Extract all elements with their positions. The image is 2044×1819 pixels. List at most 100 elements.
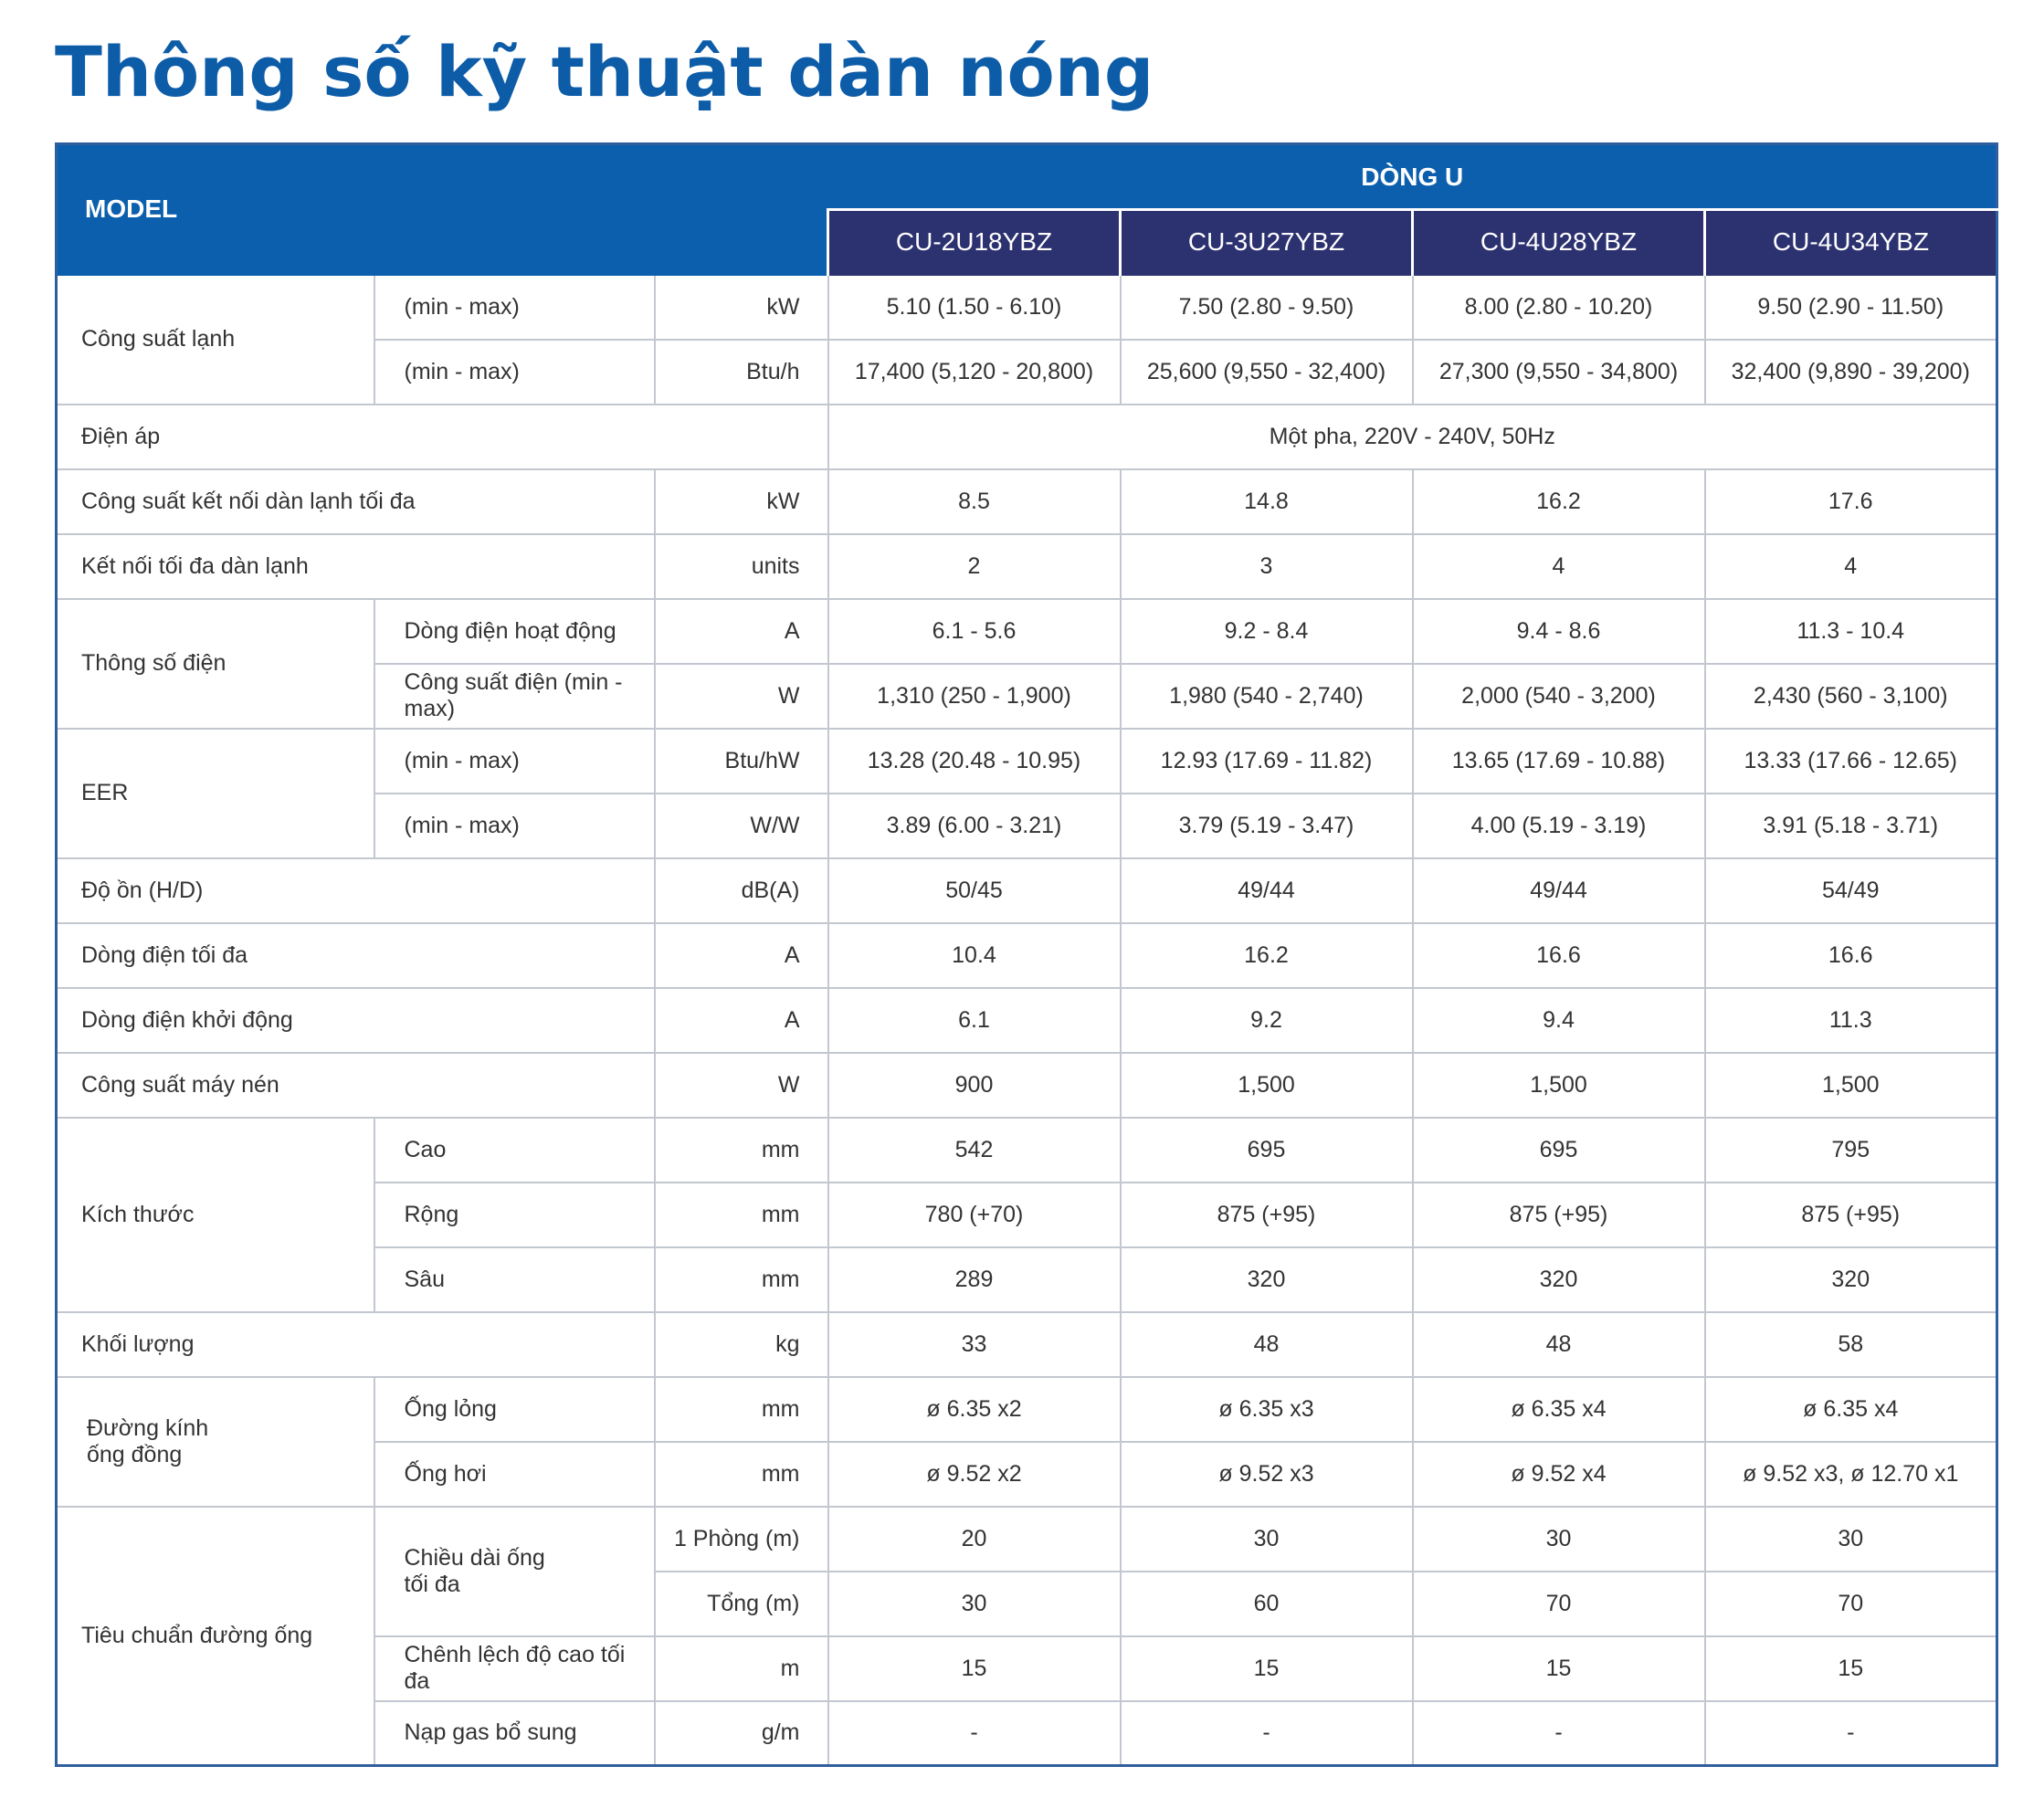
value-cell: 1,980 (540 - 2,740) [1119, 662, 1414, 730]
unit-label: kW [653, 273, 829, 341]
value-cell: 30 [827, 1570, 1122, 1637]
unit-label: 1 Phòng (m) [653, 1505, 829, 1572]
unit-label: mm [653, 1440, 829, 1508]
value-cell: 58 [1703, 1310, 1998, 1378]
table-row: Công suất điện (min - max) W 1,310 (250 … [57, 662, 1998, 730]
value-cell: 54/49 [1703, 857, 1998, 924]
value-cell: 4.00 (5.19 - 3.19) [1411, 792, 1706, 859]
unit-label: Tổng (m) [653, 1570, 829, 1637]
unit-label: mm [653, 1375, 829, 1443]
unit-label: W [653, 662, 829, 730]
value-cell: 48 [1411, 1310, 1706, 1378]
value-cell: 9.50 (2.90 - 11.50) [1703, 273, 1998, 341]
value-cell: ø 6.35 x4 [1411, 1375, 1706, 1443]
value-cell: 4 [1703, 532, 1998, 600]
value-cell: 16.6 [1411, 921, 1706, 989]
page-title: Thông số kỹ thuật dàn nóng [55, 31, 1154, 112]
spec-table: MODEL DÒNG U CU-2U18YBZ CU-3U27YBZ CU-4U… [55, 142, 1998, 1767]
value-cell: 10.4 [827, 921, 1122, 989]
value-cell: 16.2 [1411, 468, 1706, 535]
value-cell: 25,600 (9,550 - 32,400) [1119, 338, 1414, 405]
value-cell: 12.93 (17.69 - 11.82) [1119, 727, 1414, 794]
value-cell: - [827, 1699, 1122, 1767]
row-label: Độ ồn (H/D) [55, 857, 656, 924]
unit-label: Btu/hW [653, 727, 829, 794]
value-cell: ø 6.35 x3 [1119, 1375, 1414, 1443]
sub-label: Sâu [373, 1246, 656, 1313]
value-cell: 7.50 (2.80 - 9.50) [1119, 273, 1414, 341]
value-cell: 13.65 (17.69 - 10.88) [1411, 727, 1706, 794]
row-label: Đường kính ống đồng [55, 1375, 375, 1508]
row-label: Dòng điện khởi động [55, 986, 656, 1054]
value-cell: 9.2 [1119, 986, 1414, 1054]
table-row: Ống hơi mm ø 9.52 x2 ø 9.52 x3 ø 9.52 x4… [57, 1440, 1998, 1508]
value-cell: 6.1 [827, 986, 1122, 1054]
value-cell: 15 [1119, 1635, 1414, 1702]
model-name: CU-2U18YBZ [827, 208, 1122, 276]
value-cell: ø 9.52 x3 [1119, 1440, 1414, 1508]
sub-label: Chênh lệch độ cao tối đa [373, 1635, 656, 1702]
value-cell: 48 [1119, 1310, 1414, 1378]
table-row: Kết nối tối đa dàn lạnh units 2 3 4 4 [55, 532, 1998, 600]
sub-label: Ống hơi [373, 1440, 656, 1508]
table-row: Dòng điện tối đa A 10.4 16.2 16.6 16.6 [55, 921, 1998, 989]
value-cell: 49/44 [1119, 857, 1414, 924]
value-cell: 6.1 - 5.6 [827, 597, 1122, 665]
unit-label: units [653, 532, 829, 600]
value-cell: 2 [827, 532, 1122, 600]
value-cell: 9.2 - 8.4 [1119, 597, 1414, 665]
value-cell: ø 9.52 x3, ø 12.70 x1 [1703, 1440, 1998, 1508]
table-row: Đường kính ống đồng Ống lỏng mm ø 6.35 x… [55, 1375, 1998, 1508]
row-label: Thông số điện [55, 597, 375, 730]
row-label: Công suất máy nén [55, 1051, 656, 1119]
table-row: Sâu mm 289 320 320 320 [57, 1246, 1998, 1313]
value-cell: 900 [827, 1051, 1122, 1119]
value-cell: 30 [1411, 1505, 1706, 1572]
unit-label: m [653, 1635, 829, 1702]
sub-label: (min - max) [373, 338, 656, 405]
value-cell: 320 [1703, 1246, 1998, 1313]
value-cell: 542 [827, 1116, 1122, 1183]
value-cell: 1,500 [1703, 1051, 1998, 1119]
table-row: Tổng (m) 30 60 70 70 [57, 1570, 1998, 1637]
value-cell: Một pha, 220V - 240V, 50Hz [827, 403, 1998, 470]
table-row: Kích thước Cao mm 542 695 695 795 [55, 1116, 1998, 1313]
unit-label: Btu/h [653, 338, 829, 405]
value-cell: ø 6.35 x2 [827, 1375, 1122, 1443]
sub-label: Rộng [373, 1181, 656, 1248]
unit-label: A [653, 921, 829, 989]
row-label: Dòng điện tối đa [55, 921, 656, 989]
unit-label: A [653, 597, 829, 665]
model-name: CU-4U34YBZ [1703, 208, 1998, 276]
value-cell: 3 [1119, 532, 1414, 600]
unit-label: mm [653, 1181, 829, 1248]
value-cell: 49/44 [1411, 857, 1706, 924]
value-cell: 17.6 [1703, 468, 1998, 535]
row-label: Điện áp [55, 403, 829, 470]
row-label: EER [55, 727, 375, 859]
value-cell: 795 [1703, 1116, 1998, 1183]
value-cell: 8.00 (2.80 - 10.20) [1411, 273, 1706, 341]
table-row: Chênh lệch độ cao tối đa m 15 15 15 15 [57, 1635, 1998, 1702]
value-cell: 780 (+70) [827, 1181, 1122, 1248]
sub-label: (min - max) [373, 273, 656, 341]
table-row: Độ ồn (H/D) dB(A) 50/45 49/44 49/44 54/4… [55, 857, 1998, 924]
value-cell: 30 [1703, 1505, 1998, 1572]
value-cell: 32,400 (9,890 - 39,200) [1703, 338, 1998, 405]
unit-label: A [653, 986, 829, 1054]
value-cell: 4 [1411, 532, 1706, 600]
value-cell: - [1411, 1699, 1706, 1767]
table-row: Rộng mm 780 (+70) 875 (+95) 875 (+95) 87… [57, 1181, 1998, 1248]
value-cell: 70 [1411, 1570, 1706, 1637]
unit-label: mm [653, 1246, 829, 1313]
value-cell: 320 [1119, 1246, 1414, 1313]
value-cell: 3.79 (5.19 - 3.47) [1119, 792, 1414, 859]
table-row: (min - max) W/W 3.89 (6.00 - 3.21) 3.79 … [57, 792, 1998, 859]
row-label-line: Đường kính [87, 1414, 209, 1441]
table-row: Khối lượng kg 33 48 48 58 [55, 1310, 1998, 1378]
row-label: Công suất lạnh [55, 273, 375, 405]
value-cell: 16.6 [1703, 921, 1998, 989]
unit-label: dB(A) [653, 857, 829, 924]
unit-label: W [653, 1051, 829, 1119]
unit-label: mm [653, 1116, 829, 1183]
